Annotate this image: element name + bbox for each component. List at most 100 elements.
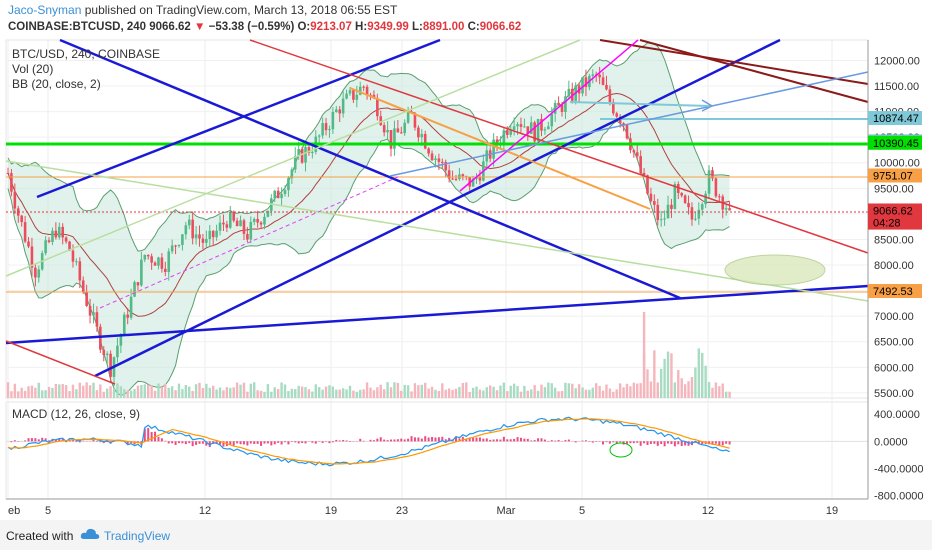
macd-histogram-bar [256, 441, 259, 444]
candle-body [208, 230, 212, 239]
candle-body [656, 204, 660, 221]
volume-bar [434, 389, 437, 398]
candle-body [358, 86, 362, 95]
candle-body [95, 312, 99, 327]
lightgreen-long-line [5, 160, 869, 302]
macd-histogram-bar [24, 440, 27, 442]
macd-histogram-bar [239, 441, 242, 445]
candle-body [687, 202, 690, 208]
volume-bar [543, 387, 547, 398]
volume-bar [229, 387, 232, 398]
candle-body [37, 269, 41, 278]
macd-histogram-bar [472, 437, 475, 442]
magenta-trend-line [459, 39, 639, 192]
volume-bar [143, 384, 146, 398]
red-arrow-line [5, 340, 116, 385]
candle-body [51, 230, 54, 242]
volume-bar [153, 390, 157, 398]
volume-bar [728, 391, 731, 398]
volume-bar [109, 386, 112, 398]
volume-bar [389, 387, 393, 398]
macd-histogram-bar [540, 438, 543, 442]
tradingview-brand[interactable]: TradingView [104, 529, 171, 543]
candle-body [61, 226, 65, 238]
candle-body [635, 152, 639, 157]
volume-bar [266, 384, 270, 398]
candle-body [205, 238, 208, 243]
volume-bar [721, 383, 724, 398]
macd-histogram-bar [174, 441, 177, 445]
macd-histogram-bar [184, 441, 187, 445]
candle-body [601, 77, 605, 85]
candle-body [119, 334, 123, 346]
macd-histogram-bar [10, 441, 13, 443]
macd-histogram-bar [427, 437, 430, 442]
macd-histogram-bar [670, 441, 673, 445]
volume-bar [341, 388, 345, 398]
candle-body [181, 234, 184, 246]
volume-bar [304, 387, 307, 398]
candle-body [157, 257, 160, 266]
candle-body [519, 124, 523, 127]
candle-body [444, 161, 448, 171]
volume-bar [430, 386, 434, 398]
volume-bar [519, 391, 523, 398]
volume-bar [639, 383, 642, 398]
macd-histogram-bar [198, 441, 201, 444]
candle-body [273, 190, 277, 199]
chart-canvas[interactable]: 12000.0011500.0011000.0010500.0010000.00… [0, 36, 932, 520]
macd-histogram-bar [519, 437, 522, 442]
candle-body [700, 204, 704, 210]
candle-body [126, 314, 129, 318]
volume-bar [540, 384, 543, 398]
candle-body [557, 102, 560, 105]
volume-bar [516, 385, 519, 398]
volume-bar [287, 391, 290, 398]
candle-body [406, 112, 410, 123]
macd-histogram-bar [75, 441, 78, 443]
macd-line [7, 416, 730, 467]
volume-bar [400, 390, 403, 398]
macd-histogram-bar [516, 437, 519, 442]
candle-body [153, 262, 157, 266]
candle-body [704, 193, 707, 205]
macd-histogram-bar [372, 440, 375, 442]
volume-bar [270, 391, 273, 398]
candle-body [246, 233, 249, 240]
volume-bar [683, 384, 687, 398]
macd-histogram-bar [513, 438, 516, 442]
candle-body [396, 128, 400, 133]
volume-bar [273, 387, 276, 398]
macd-histogram-bar [376, 438, 379, 442]
volume-bar [58, 384, 61, 398]
price-tag [868, 168, 922, 183]
macd-cross-circle [609, 442, 633, 458]
macd-histogram-bar [68, 440, 71, 442]
volume-bar [595, 383, 598, 398]
volume-bar [369, 387, 372, 398]
macd-histogram-bar [92, 439, 95, 442]
author-link[interactable]: Jaco-Snyman [8, 3, 82, 17]
candle-body [225, 224, 229, 228]
volume-bar [232, 387, 235, 398]
macd-histogram-bar [143, 428, 146, 442]
volume-bar [64, 385, 68, 398]
candle-body [724, 208, 728, 210]
candle-body [187, 219, 191, 226]
time-tick-label: 19 [325, 505, 337, 517]
low-label: L: [411, 21, 423, 33]
volume-bar [659, 368, 663, 398]
volume-bar [133, 389, 136, 398]
price-tick-label: 12000.00 [874, 55, 920, 67]
volume-bar [447, 388, 451, 398]
volume-bar [625, 383, 629, 398]
candle-body [492, 139, 495, 159]
macd-histogram-bar [270, 441, 273, 446]
price-tag [868, 203, 922, 218]
magenta-dashed-line [99, 175, 401, 309]
volume-bar [283, 384, 287, 398]
candle-body [10, 173, 13, 192]
orange-trend-line [349, 87, 651, 210]
volume-bar [642, 312, 646, 398]
macd-histogram-bar [321, 441, 324, 443]
